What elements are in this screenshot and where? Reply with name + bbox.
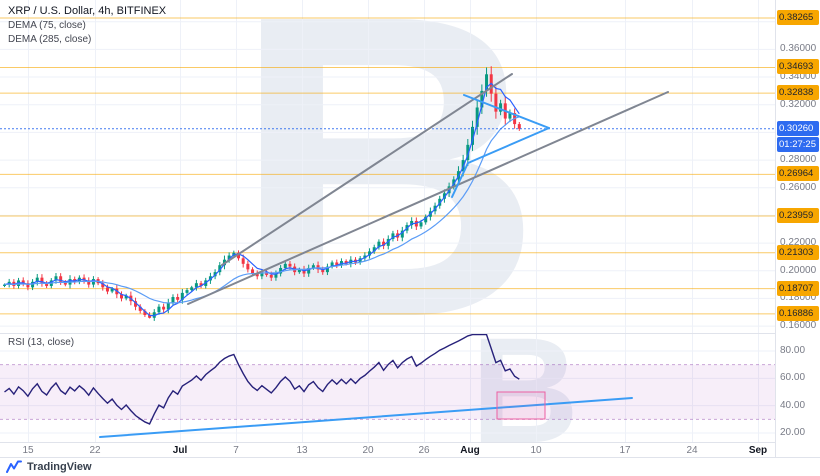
indicator-dema75-label[interactable]: DEMA (75, close)	[8, 20, 86, 31]
time-tick-label: 26	[418, 445, 430, 456]
price-level-badge: 0.18707	[777, 280, 819, 296]
rsi-tick-label: 60.00	[780, 372, 806, 384]
time-tick-label: 15	[22, 445, 34, 456]
price-level-badge: 0.21303	[777, 244, 819, 260]
price-level-badge: 0.26964	[777, 166, 819, 182]
time-tick-label: 24	[686, 445, 698, 456]
price-tick-label: 0.20000	[780, 264, 817, 276]
price-tick-label: 0.22000	[780, 237, 817, 249]
price-tick-label: 0.28000	[780, 154, 817, 166]
rsi-pane[interactable]: B RSI (13, close)	[0, 333, 775, 442]
indicator-dema285-label[interactable]: DEMA (285, close)	[8, 34, 92, 45]
price-level-badge: 0.23959	[777, 207, 819, 223]
candle-countdown-badge: 01:27:25	[777, 136, 819, 152]
time-tick-label: 22	[89, 445, 101, 456]
price-level-badge: 0.38265	[777, 10, 819, 26]
price-tick-label: 0.34000	[780, 71, 817, 83]
time-tick-label: 20	[362, 445, 374, 456]
price-tick-label: 0.36000	[780, 43, 817, 55]
time-tick-label: Jul	[172, 445, 188, 456]
rsi-tick-label: 20.00	[780, 427, 806, 438]
price-level-badge: 0.16886	[777, 305, 819, 321]
price-tick-label: 0.26000	[780, 181, 817, 193]
time-tick-label: Sep	[748, 445, 768, 456]
symbol-title[interactable]: XRP / U.S. Dollar, 4h, BITFINEX	[8, 5, 167, 17]
footer-bar: TradingView	[0, 457, 820, 476]
tradingview-brand-link[interactable]: TradingView	[27, 461, 92, 473]
rsi-chart-canvas[interactable]	[0, 334, 775, 442]
price-pane[interactable]: B XRP / U.S. Dollar, 4h, BITFINEX DEMA (…	[0, 0, 775, 333]
chart-legend: XRP / U.S. Dollar, 4h, BITFINEX DEMA (75…	[8, 4, 166, 47]
price-tick-label: 0.18000	[780, 292, 817, 304]
time-tick-label: 13	[296, 445, 308, 456]
time-tick-label: Aug	[460, 445, 480, 456]
tradingview-logo-icon[interactable]	[6, 460, 22, 474]
time-tick-label: 17	[619, 445, 631, 456]
price-level-badge: 0.34693	[777, 59, 819, 75]
time-tick-label: 7	[233, 445, 239, 456]
indicator-rsi-label[interactable]: RSI (13, close)	[8, 337, 75, 348]
time-axis[interactable]: 15 22 Jul 7 13 20 26 Aug 10 17 24 Sep	[0, 442, 775, 457]
price-chart-canvas[interactable]	[0, 0, 775, 333]
current-price-badge[interactable]: 0.30260	[777, 120, 819, 136]
price-level-badge: 0.32838	[777, 85, 819, 101]
price-tick-label: 0.32000	[780, 98, 817, 110]
time-tick-label: 10	[530, 445, 542, 456]
rsi-tick-label: 40.00	[780, 399, 806, 411]
price-tick-label: 0.16000	[780, 320, 817, 332]
price-axis[interactable]: 0.36000 0.34000 0.32000 0.28000 0.26000 0.220…	[775, 0, 820, 457]
rsi-tick-label: 80.00	[780, 345, 806, 356]
